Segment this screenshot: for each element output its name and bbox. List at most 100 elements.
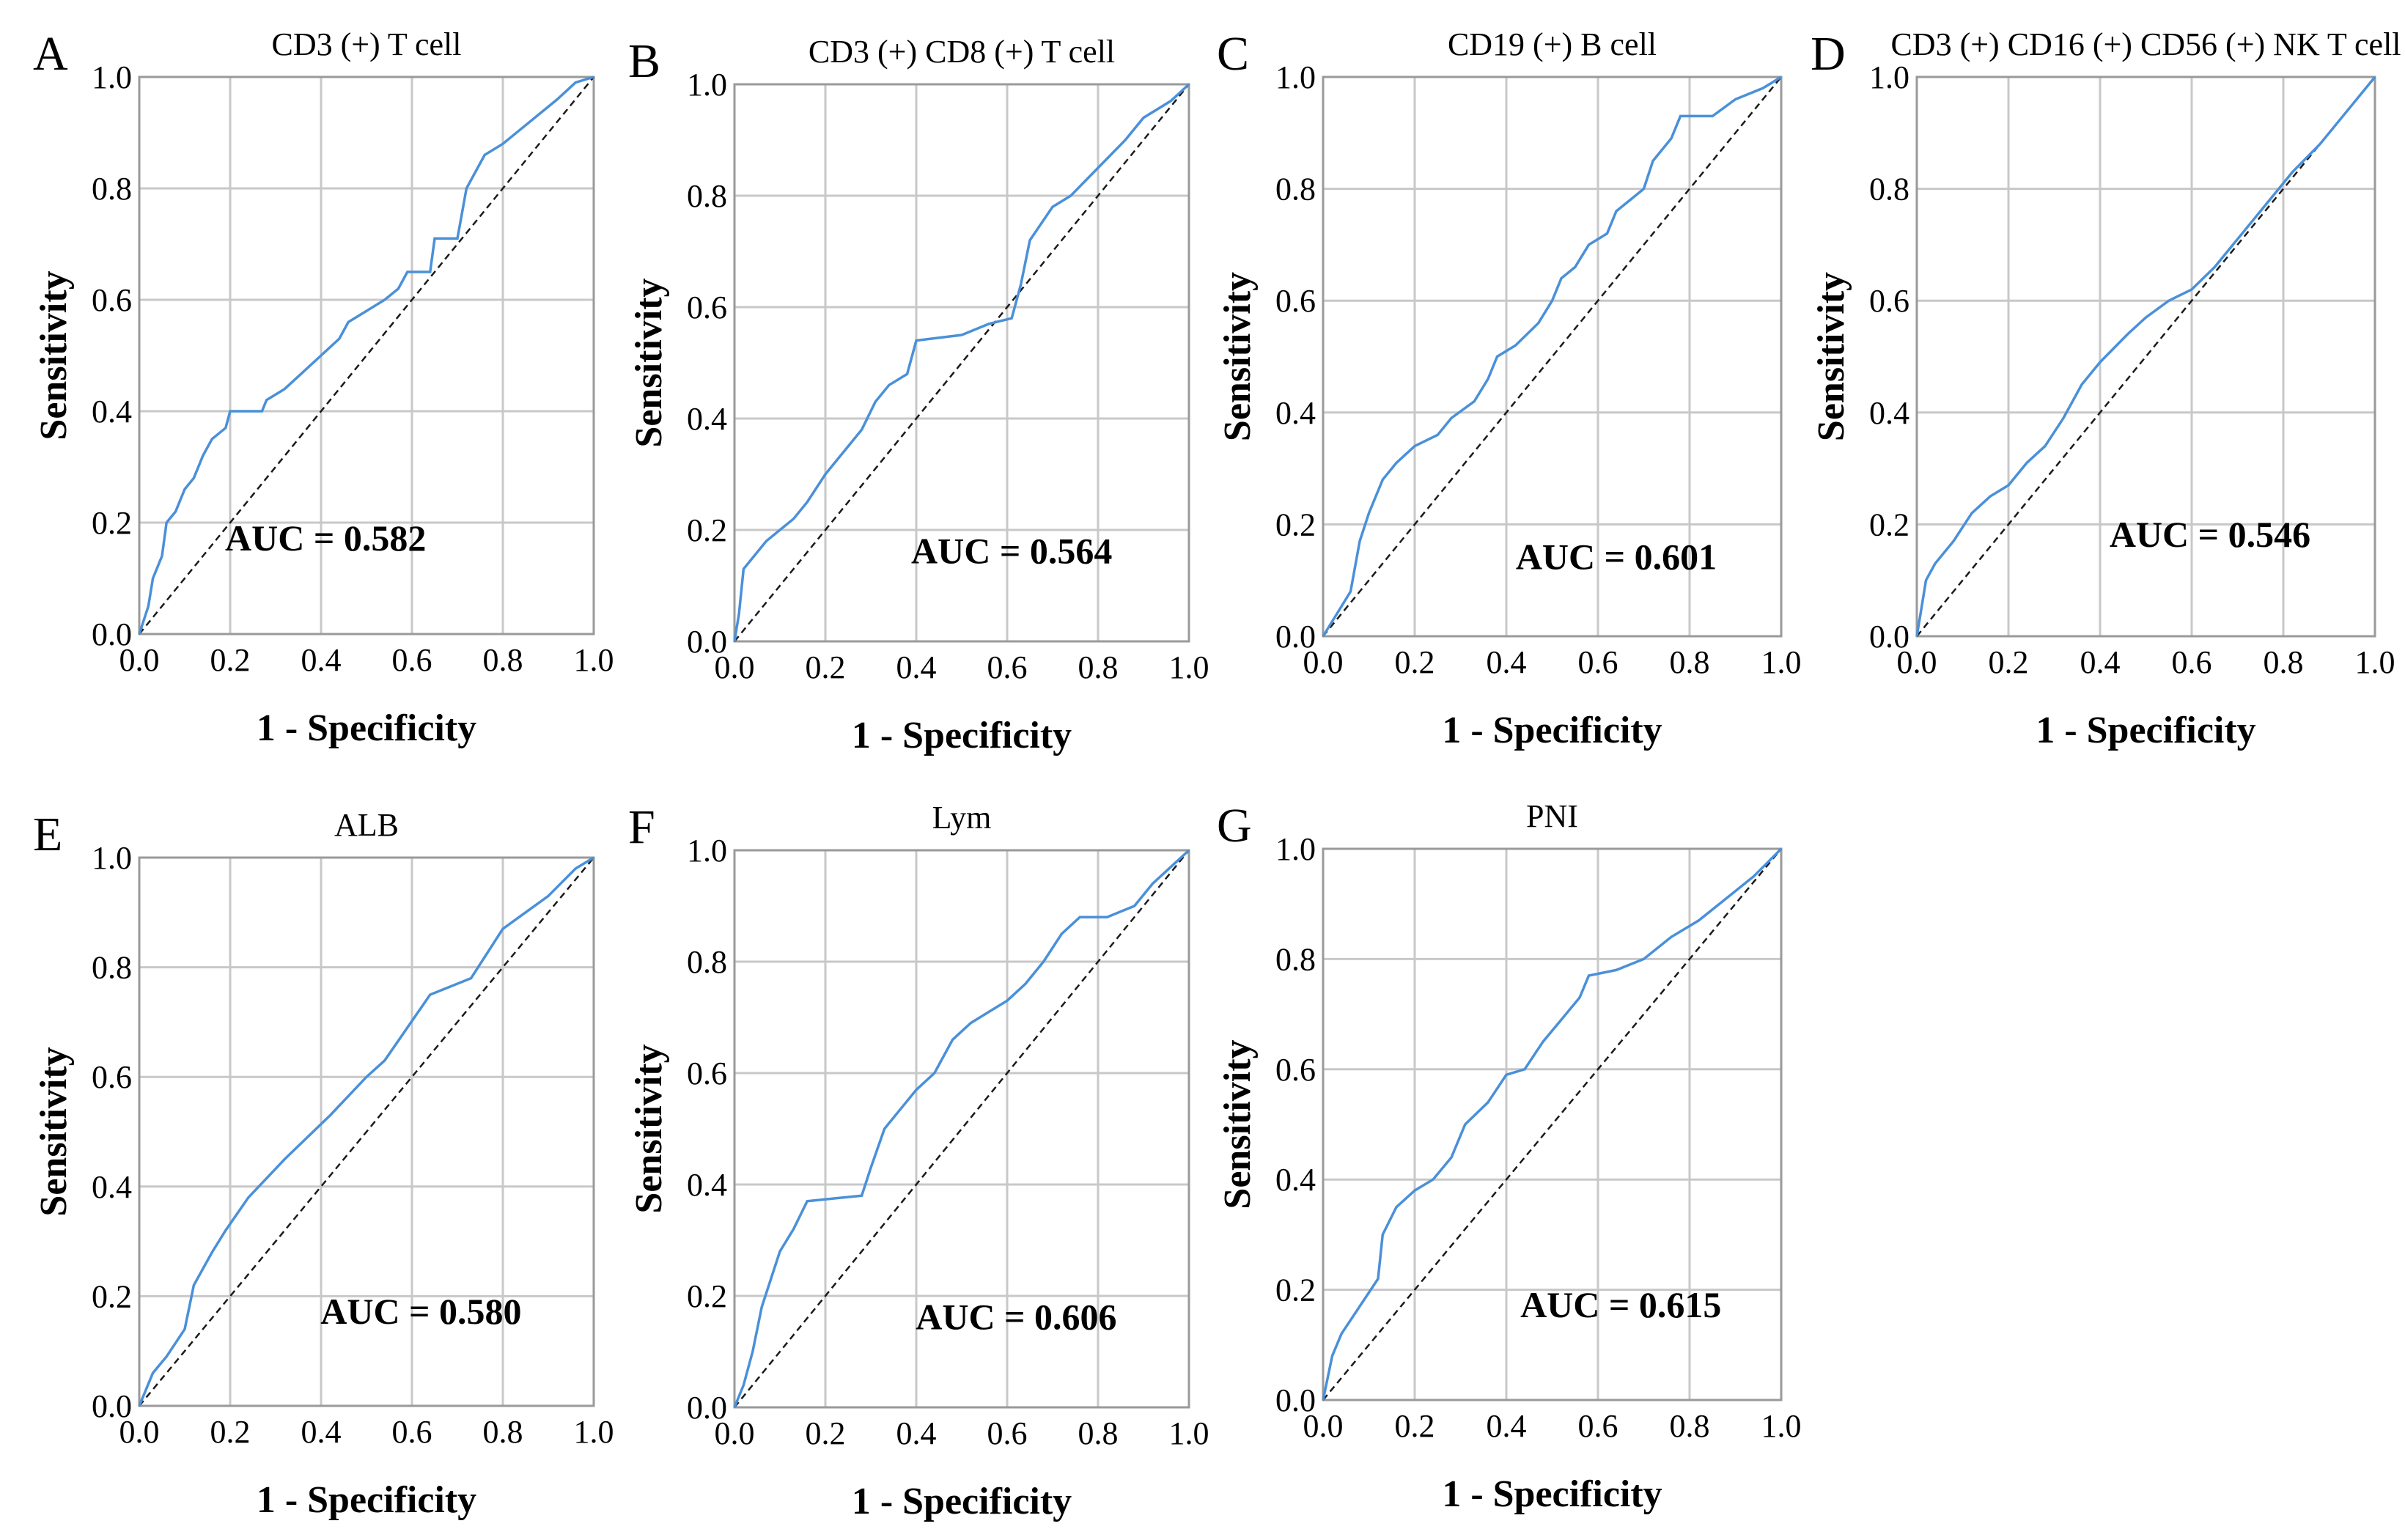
reference-diagonal — [139, 857, 594, 1407]
roc-panel-c: 0.0 0.2 0.4 0.6 0.8 1.0 0.0 0.2 0.4 0.6 0.8 1.0 1 - … — [1217, 26, 1802, 751]
x-tick-label: 0.8 — [1078, 649, 1119, 685]
x-tick-label: 0.6 — [1578, 644, 1618, 680]
panel-title: CD3 (+) T cell — [271, 26, 461, 62]
panel-letter: E — [33, 808, 62, 861]
y-tick-label: 0.4 — [687, 401, 727, 437]
x-tick-label: 0.2 — [1989, 644, 2029, 680]
y-tick-label: 0.6 — [1275, 283, 1316, 319]
x-tick-label: 0.8 — [483, 642, 523, 678]
x-tick-label: 0.8 — [483, 1414, 523, 1450]
x-axis-label: 1 - Specificity — [257, 707, 476, 749]
panel-letter: B — [628, 34, 660, 88]
plot-frame — [1322, 847, 1783, 1401]
x-tick-label: 0.8 — [1670, 1408, 1710, 1444]
auc-annotation: AUC = 0.582 — [225, 517, 426, 559]
y-axis-label: Sensitivity — [628, 278, 670, 447]
y-tick-label: 1.0 — [92, 840, 132, 876]
panel-title: CD19 (+) B cell — [1448, 26, 1657, 62]
auc-annotation: AUC = 0.606 — [916, 1297, 1116, 1338]
x-tick-label: 0.8 — [2264, 644, 2304, 680]
x-tick-label: 0.2 — [806, 1415, 846, 1451]
y-axis-label: Sensitivity — [33, 1047, 75, 1216]
panel-title: PNI — [1526, 798, 1578, 834]
reference-diagonal — [139, 76, 594, 635]
y-tick-label: 0.4 — [92, 394, 132, 430]
x-tick-label: 0.6 — [2172, 644, 2212, 680]
y-tick-label: 0.8 — [1869, 172, 1909, 207]
x-axis-label: 1 - Specificity — [1442, 1473, 1662, 1515]
y-axis-label: Sensitivity — [1217, 272, 1259, 441]
y-tick-label: 0.0 — [1275, 1382, 1316, 1418]
x-tick-label: 1.0 — [574, 642, 614, 678]
y-tick-label: 0.2 — [1275, 1272, 1316, 1308]
x-tick-label: 0.2 — [210, 642, 251, 678]
y-axis-label: Sensitivity — [1217, 1039, 1259, 1209]
y-tick-label: 0.4 — [1869, 395, 1909, 431]
x-tick-label: 1.0 — [1761, 644, 1802, 680]
auc-annotation: AUC = 0.546 — [2110, 514, 2310, 555]
y-tick-label: 0.2 — [1869, 506, 1909, 542]
y-tick-label: 0.6 — [1869, 283, 1909, 319]
roc-curve — [1322, 75, 1782, 637]
x-tick-label: 0.2 — [806, 649, 846, 685]
roc-panel-g: 0.0 0.2 0.4 0.6 0.8 1.0 0.0 0.2 0.4 0.6 0.8 1.0 1 - … — [1217, 798, 1802, 1515]
roc-curve — [733, 83, 1190, 642]
roc-panel-a: 0.0 0.2 0.4 0.6 0.8 1.0 0.0 0.2 0.4 0.6 0.8 1.0 1 - … — [33, 26, 614, 749]
x-tick-label: 0.2 — [1395, 644, 1435, 680]
plot-frame — [733, 83, 1190, 643]
roc-curve — [1322, 847, 1783, 1401]
y-tick-label: 0.6 — [687, 1055, 727, 1091]
y-tick-label: 0.6 — [687, 290, 727, 325]
x-tick-label: 0.4 — [1487, 1408, 1527, 1444]
auc-annotation: AUC = 0.601 — [1516, 536, 1717, 577]
y-tick-label: 0.2 — [687, 1278, 727, 1314]
roc-curve — [138, 75, 594, 635]
x-tick-label: 1.0 — [1169, 1415, 1209, 1451]
x-tick-label: 0.4 — [1487, 644, 1527, 680]
x-tick-label: 0.0 — [715, 649, 755, 685]
plot-frame — [733, 849, 1190, 1409]
y-tick-label: 0.8 — [1275, 941, 1316, 977]
y-axis-label: Sensitivity — [33, 270, 75, 440]
y-tick-label: 1.0 — [687, 833, 727, 869]
roc-curve — [1915, 75, 2376, 637]
panel-title: Lym — [932, 800, 992, 836]
y-axis-label: Sensitivity — [628, 1044, 670, 1213]
y-tick-label: 0.4 — [687, 1167, 727, 1203]
plot-frame — [138, 856, 595, 1407]
y-tick-label: 1.0 — [1869, 59, 1909, 95]
y-tick-label: 0.4 — [1275, 395, 1316, 431]
reference-diagonal — [1322, 848, 1782, 1401]
x-tick-label: 0.6 — [392, 642, 432, 678]
y-tick-label: 1.0 — [1275, 59, 1316, 95]
y-tick-label: 0.6 — [92, 282, 132, 318]
roc-panel-b: 0.0 0.2 0.4 0.6 0.8 1.0 0.0 0.2 0.4 0.6 0.8 1.0 1 - … — [628, 34, 1209, 756]
x-axis-label: 1 - Specificity — [852, 1481, 1072, 1522]
roc-panel-f: 0.0 0.2 0.4 0.6 0.8 1.0 0.0 0.2 0.4 0.6 0.8 1.0 1 - … — [628, 800, 1209, 1522]
x-tick-label: 0.4 — [896, 1415, 937, 1451]
auc-annotation: AUC = 0.615 — [1520, 1284, 1721, 1325]
panel-title: CD3 (+) CD16 (+) CD56 (+) NK T cell — [1890, 26, 2401, 62]
x-tick-label: 0.8 — [1078, 1415, 1119, 1451]
y-tick-label: 0.0 — [687, 1390, 727, 1426]
y-axis-label: Sensitivity — [1811, 272, 1852, 441]
y-tick-label: 0.8 — [1275, 172, 1316, 207]
y-tick-label: 0.0 — [1275, 619, 1316, 655]
plot-frame — [138, 75, 595, 635]
x-tick-label: 0.6 — [1578, 1408, 1618, 1444]
y-tick-label: 0.0 — [1869, 619, 1909, 655]
y-tick-label: 0.0 — [687, 624, 727, 660]
plot-frame — [1915, 75, 2376, 638]
x-axis-label: 1 - Specificity — [257, 1479, 476, 1521]
roc-panel-e: 0.0 0.2 0.4 0.6 0.8 1.0 0.0 0.2 0.4 0.6 0.8 1.0 1 - … — [33, 807, 614, 1521]
roc-curve — [138, 856, 594, 1407]
x-tick-label: 0.0 — [1303, 644, 1344, 680]
y-tick-label: 1.0 — [1275, 831, 1316, 867]
roc-curve — [733, 849, 1190, 1408]
panel-letter: A — [33, 27, 68, 81]
panel-letter: G — [1217, 799, 1252, 852]
panel-title: CD3 (+) CD8 (+) T cell — [809, 34, 1115, 70]
y-tick-label: 0.8 — [92, 171, 132, 207]
y-tick-label: 1.0 — [687, 67, 727, 103]
